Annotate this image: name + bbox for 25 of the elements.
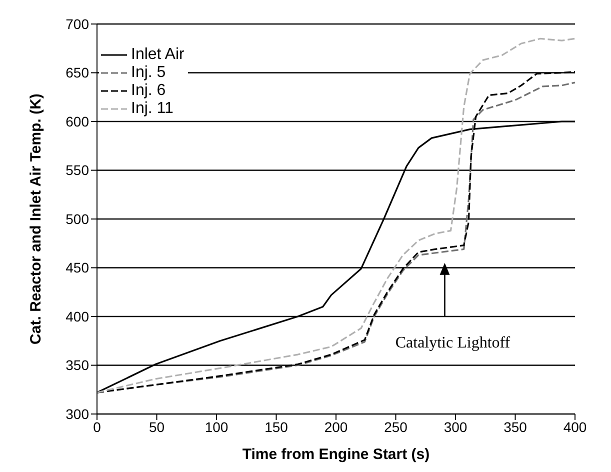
y-tick-label: 350 <box>66 357 90 374</box>
y-tick-label: 600 <box>66 113 90 130</box>
legend-label: Inlet Air <box>131 46 184 64</box>
y-tick-label: 700 <box>66 16 90 32</box>
x-tick-label: 350 <box>504 418 528 435</box>
annotation: Catalytic Lightoff <box>395 334 511 352</box>
y-tick-label: 650 <box>66 64 90 81</box>
x-tick-label: 50 <box>148 418 165 435</box>
x-tick-label: 250 <box>384 418 408 435</box>
legend-label: Inj. 5 <box>131 64 166 82</box>
y-axis-title: Cat. Reactor and Inlet Air Temp. (K) <box>27 94 44 344</box>
y-tick-label: 550 <box>66 162 90 178</box>
x-tick-label: 300 <box>444 418 468 435</box>
x-tick-label: 0 <box>93 418 102 435</box>
legend-label: Inj. 11 <box>131 100 174 118</box>
legend-label: Inj. 6 <box>131 82 166 100</box>
y-tick-label: 450 <box>66 260 90 276</box>
x-axis-title: Time from Engine Start (s) <box>242 446 430 463</box>
x-tick-label: 200 <box>324 418 348 435</box>
x-tick-label: 100 <box>204 418 228 435</box>
y-tick-label: 300 <box>66 406 90 422</box>
y-tick-label: 500 <box>66 210 90 227</box>
x-tick-label: 400 <box>563 418 587 435</box>
x-tick-label: 150 <box>264 418 288 435</box>
y-tick-label: 400 <box>66 308 90 324</box>
